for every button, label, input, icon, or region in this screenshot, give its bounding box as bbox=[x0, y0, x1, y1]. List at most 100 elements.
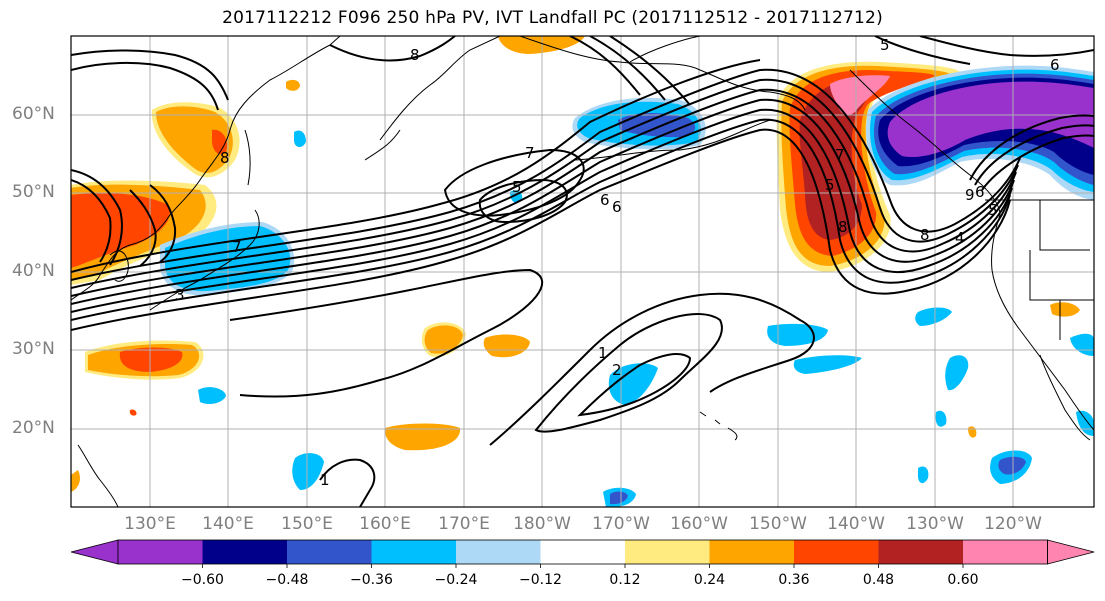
colorbar-bin bbox=[287, 540, 372, 564]
pv-contour-1 bbox=[71, 128, 1011, 331]
colorbar-bin bbox=[118, 540, 203, 564]
coast-kamchatka bbox=[379, 36, 501, 141]
shade-sub-9b bbox=[998, 456, 1026, 475]
contour-label: 6 bbox=[612, 198, 622, 216]
colorbar-tick-label: −0.60 bbox=[181, 572, 224, 588]
map-title: 2017112212 F096 250 hPa PV, IVT Landfall… bbox=[222, 8, 883, 28]
lat-label: 30°N bbox=[12, 339, 55, 359]
border-states-2 bbox=[1029, 250, 1094, 301]
lon-label: 180°W bbox=[513, 514, 571, 534]
contour-label: 8 bbox=[838, 218, 848, 236]
pv-contours bbox=[71, 36, 1094, 507]
coast-gulf bbox=[849, 69, 1001, 216]
shade-sub-16 bbox=[935, 410, 947, 427]
coast-na-west bbox=[991, 214, 1094, 431]
pv-contour-sub-2 bbox=[577, 353, 692, 417]
pv-contour-w-4 bbox=[149, 184, 177, 263]
pv-contour-east-1 bbox=[969, 114, 1094, 181]
contour-label: 3 bbox=[175, 286, 185, 304]
colorbar-bin bbox=[878, 540, 963, 564]
contour-label: 8 bbox=[920, 226, 930, 244]
shade-ne-pac-pink bbox=[830, 75, 890, 115]
colorbar-tick-label: −0.24 bbox=[434, 572, 478, 588]
lon-label: 170°E bbox=[438, 514, 490, 534]
pv-contour-ne-1 bbox=[919, 36, 1094, 57]
shade-sub-8 bbox=[945, 355, 969, 391]
pv-contour-sub-4 bbox=[319, 458, 376, 507]
contour-label: 6 bbox=[975, 183, 985, 201]
shade-sub-17 bbox=[1076, 410, 1094, 436]
shade-japan-sea-orange bbox=[156, 106, 233, 173]
contour-label: 1 bbox=[598, 344, 608, 362]
colorbar-tick-label: −0.36 bbox=[350, 572, 393, 588]
pv-contour-2 bbox=[71, 118, 1011, 321]
colorbar-extend-left bbox=[70, 539, 119, 565]
coast-japan bbox=[149, 209, 260, 311]
colorbar-bin bbox=[540, 540, 625, 564]
coast-kamchatka2 bbox=[364, 129, 401, 161]
contour-label: 9 bbox=[965, 186, 975, 204]
colorbar bbox=[70, 539, 1095, 568]
lon-label: 160°W bbox=[670, 514, 728, 534]
pv-contour-w-2 bbox=[71, 179, 112, 263]
border-states-1 bbox=[1039, 200, 1090, 251]
contour-label: 7 bbox=[232, 238, 242, 256]
pv-contour-ne-2 bbox=[874, 36, 971, 65]
colorbar-tick-label: −0.48 bbox=[265, 572, 309, 588]
contour-label: 7 bbox=[525, 144, 535, 162]
pv-contour-5 bbox=[71, 88, 1017, 297]
pv-contour-high-6 bbox=[609, 36, 691, 106]
pv-contour-6 bbox=[71, 78, 1019, 289]
contour-label: 7 bbox=[835, 146, 845, 164]
pv-contour-w-1 bbox=[71, 169, 123, 266]
pv-contour-sub-1 bbox=[534, 313, 723, 433]
colorbar-tick-label: −0.12 bbox=[519, 572, 562, 588]
colorbar-bin bbox=[625, 540, 710, 564]
colorbar-tick-label: 0.36 bbox=[778, 572, 810, 588]
shade-sub-15 bbox=[918, 466, 929, 484]
shade-sub-1b bbox=[424, 325, 463, 354]
pv-contour-8 bbox=[71, 59, 761, 273]
shade-sub-3 bbox=[384, 423, 461, 451]
shade-w-pac-red bbox=[71, 193, 170, 268]
colorbar-tick-label: 0.12 bbox=[609, 572, 641, 588]
colorbar-tick-label: 0.48 bbox=[862, 572, 895, 588]
pv-contour-high-2 bbox=[71, 61, 219, 111]
lon-label: 150°W bbox=[749, 514, 807, 534]
pv-contour-sub-3 bbox=[489, 292, 815, 446]
shade-sub-5 bbox=[767, 323, 828, 346]
shade-sub-7 bbox=[915, 307, 952, 326]
lon-label: 140°W bbox=[827, 514, 885, 534]
shade-small-2 bbox=[294, 130, 306, 148]
pv-contour-east-3 bbox=[981, 134, 1094, 191]
coast-sakhalin bbox=[244, 129, 251, 186]
shade-ryukyu-red bbox=[119, 347, 183, 372]
colorbar-bin bbox=[371, 540, 456, 564]
lon-label: 160°E bbox=[359, 514, 411, 534]
contour-label: 6 bbox=[600, 191, 610, 209]
lon-label: 170°W bbox=[592, 514, 650, 534]
contour-label: 8 bbox=[220, 149, 230, 167]
lon-label: 130°W bbox=[906, 514, 964, 534]
lat-label: 40°N bbox=[12, 261, 55, 281]
contour-label: 5 bbox=[988, 201, 998, 219]
colorbar-bin bbox=[794, 540, 879, 564]
pv-contour-loop-2 bbox=[478, 178, 568, 224]
graticule bbox=[71, 36, 1094, 507]
pv-contour-east-2 bbox=[974, 124, 1094, 186]
contour-label: 8 bbox=[410, 46, 420, 64]
shade-sub-6 bbox=[793, 355, 862, 374]
shade-sub-2 bbox=[483, 334, 530, 358]
lon-label: 120°W bbox=[984, 514, 1042, 534]
shade-sub-13 bbox=[1050, 302, 1080, 317]
colorbar-tick-label: 0.60 bbox=[947, 572, 979, 588]
colorbar-bin bbox=[963, 540, 1048, 564]
shade-sub-21 bbox=[71, 470, 80, 492]
contour-label: 6 bbox=[1050, 56, 1060, 74]
coast-alaska bbox=[519, 36, 806, 111]
coast-baja bbox=[1039, 354, 1091, 441]
lat-label: 50°N bbox=[12, 182, 55, 202]
pv-contour-loop-1 bbox=[443, 148, 585, 217]
pv-contour-w-3 bbox=[129, 189, 157, 267]
